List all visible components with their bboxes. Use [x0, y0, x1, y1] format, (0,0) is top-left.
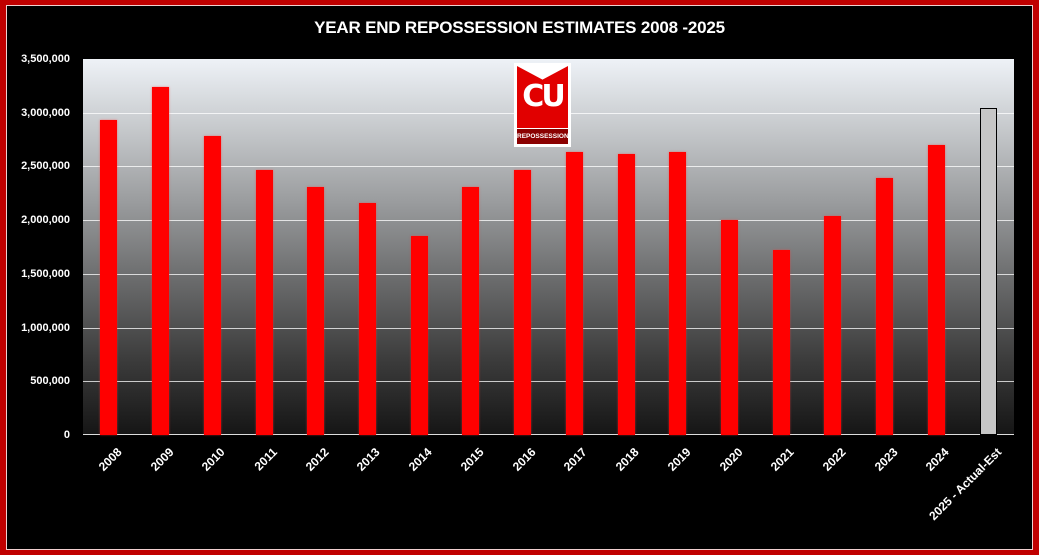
bar-2021 [772, 250, 790, 435]
gridline [83, 381, 1014, 383]
bar-2010 [203, 136, 221, 435]
chart-title: YEAR END REPOSSESSION ESTIMATES 2008 -20… [314, 18, 725, 37]
bar-2025 [979, 107, 997, 435]
cu-repossession-logo: CU REPOSSESSION [514, 63, 571, 147]
bar-2016 [514, 169, 532, 435]
bar-2019 [669, 152, 687, 435]
bar-2022 [824, 215, 842, 435]
x-axis-line [83, 434, 1014, 435]
bar-2020 [721, 220, 739, 435]
bar-2009 [152, 86, 170, 435]
y-tick-label: 0 [63, 429, 70, 441]
logo-band-text: REPOSSESSION [517, 129, 569, 144]
y-tick-label: 3,000,000 [21, 106, 70, 119]
bar-2011 [255, 169, 273, 435]
bar-2008 [100, 120, 118, 435]
bar-2023 [876, 178, 894, 435]
y-tick-label: 2,000,000 [21, 214, 70, 227]
logo-letters: CU [522, 79, 565, 114]
bar-2024 [927, 144, 945, 435]
bar-2017 [565, 152, 583, 435]
bar-2014 [410, 236, 428, 435]
bar-2012 [307, 186, 325, 435]
y-tick-label: 1,500,000 [21, 267, 70, 280]
bar-2015 [462, 186, 480, 435]
y-tick-label: 500,000 [30, 375, 70, 388]
y-tick-label: 2,500,000 [21, 160, 70, 173]
bar-2013 [358, 202, 376, 435]
gridline [83, 166, 1014, 168]
gridline [83, 327, 1014, 329]
y-tick-label: 3,500,000 [21, 53, 70, 65]
y-tick-label: 1,000,000 [21, 321, 70, 334]
bar-2018 [617, 153, 635, 435]
gridline [83, 273, 1014, 275]
gridline [83, 220, 1014, 222]
